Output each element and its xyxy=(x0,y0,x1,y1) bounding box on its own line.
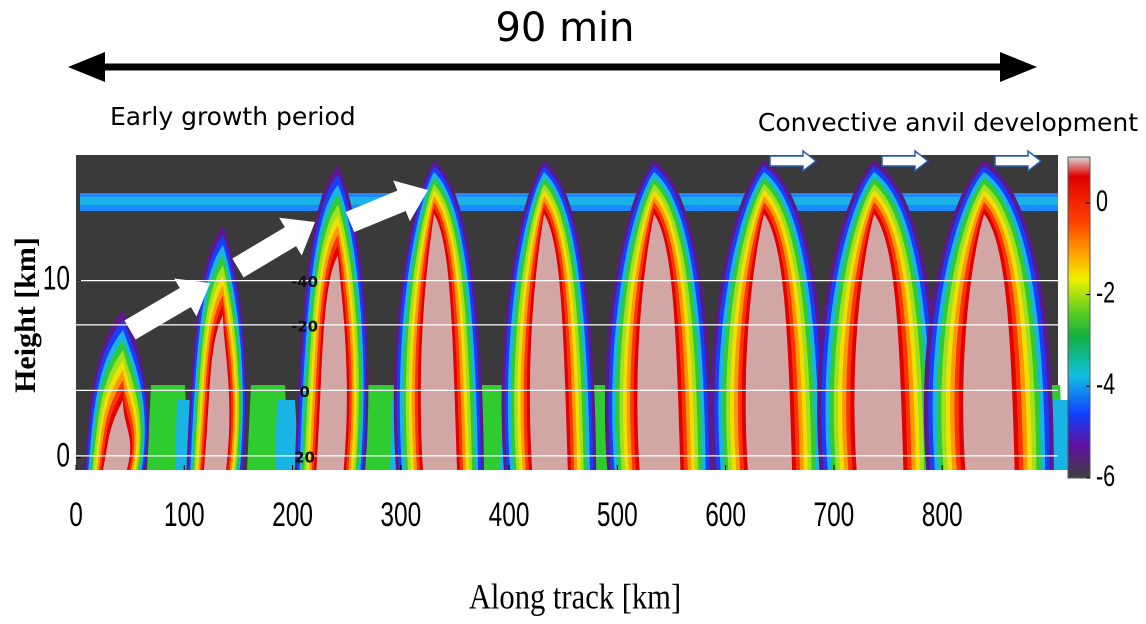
annotation: Early growth period xyxy=(110,102,356,131)
y-axis-label: Height [km] xyxy=(9,237,42,393)
annotation: Convective anvil development xyxy=(758,108,1138,137)
plume-layer xyxy=(316,255,347,470)
x-tick-label: 300 xyxy=(380,496,421,534)
plume-layer xyxy=(420,214,457,470)
colorbar-tick-label: -2 xyxy=(1096,275,1115,309)
x-tick-label: 600 xyxy=(705,496,746,534)
x-tick-label: 200 xyxy=(272,496,313,534)
plume-layer xyxy=(103,400,131,470)
x-tick-label: 100 xyxy=(164,496,205,534)
colorbar-tick-label: -4 xyxy=(1096,367,1115,401)
y-tick-label: 0 xyxy=(56,437,70,475)
anvil-band xyxy=(80,197,200,205)
arrow xyxy=(232,217,315,278)
arrow xyxy=(345,180,428,233)
colorbar xyxy=(1067,156,1091,479)
side-cell xyxy=(275,400,299,470)
plume-layer xyxy=(963,214,1015,470)
reflectivity-field xyxy=(80,160,1074,470)
title: 90 min xyxy=(495,5,634,51)
anvil-band xyxy=(190,197,320,205)
plume-layer xyxy=(637,214,681,470)
arrow xyxy=(881,149,930,173)
colorbar-tick-label: -6 xyxy=(1096,458,1115,492)
isotherm-label: -20 xyxy=(291,317,318,335)
arrow xyxy=(769,149,818,173)
plume-layer xyxy=(203,315,230,470)
x-tick-label: 800 xyxy=(922,496,963,534)
plume-layer xyxy=(745,214,793,470)
x-tick-label: 500 xyxy=(597,496,638,534)
x-tick-label: 400 xyxy=(489,496,530,534)
span-arrow xyxy=(68,52,1037,82)
isotherm-label: 20 xyxy=(294,448,315,466)
x-axis-label: Along track [km] xyxy=(469,577,681,617)
colorbar-tick-label: 0 xyxy=(1096,183,1108,217)
isotherm-label: 0 xyxy=(299,383,309,401)
x-tick-label: 700 xyxy=(813,496,854,534)
arrow xyxy=(994,149,1043,173)
y-tick-label: 10 xyxy=(43,260,70,298)
plume-layer xyxy=(529,214,568,470)
plume-layer xyxy=(854,214,904,470)
x-tick-label: 0 xyxy=(69,496,83,534)
isotherm-label: -40 xyxy=(291,273,318,291)
